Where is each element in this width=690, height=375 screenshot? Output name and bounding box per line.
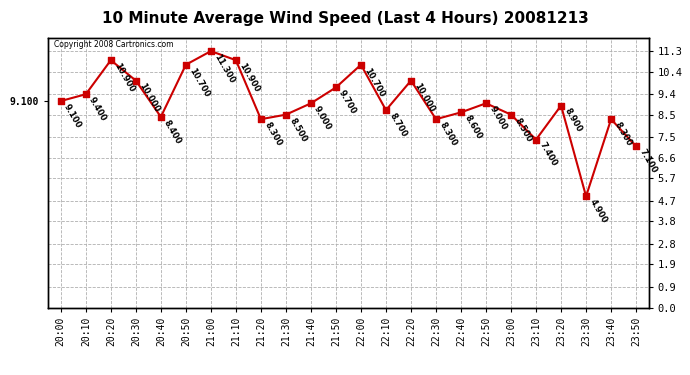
Text: 8.300: 8.300 [262,121,283,148]
Text: 8.600: 8.600 [462,114,484,141]
Point [555,103,566,109]
Text: 10 Minute Average Wind Speed (Last 4 Hours) 20081213: 10 Minute Average Wind Speed (Last 4 Hou… [101,11,589,26]
Point [631,143,642,149]
Text: 8.700: 8.700 [387,111,408,139]
Text: 10.700: 10.700 [187,66,211,98]
Text: 7.100: 7.100 [638,148,658,175]
Point [431,116,442,122]
Point [155,114,166,120]
Point [580,194,591,200]
Point [55,98,66,104]
Point [280,112,291,118]
Text: Copyright 2008 Cartronics.com: Copyright 2008 Cartronics.com [55,40,174,49]
Text: 9.700: 9.700 [337,89,358,116]
Text: 9.400: 9.400 [87,96,108,123]
Point [306,100,317,106]
Text: 8.300: 8.300 [613,121,633,148]
Text: 9.000: 9.000 [487,105,509,132]
Text: 4.900: 4.900 [587,198,609,225]
Point [331,84,342,90]
Text: 7.400: 7.400 [538,141,558,168]
Point [380,107,391,113]
Point [255,116,266,122]
Text: 8.900: 8.900 [562,107,583,134]
Text: 10.000: 10.000 [137,82,161,114]
Point [455,110,466,116]
Point [206,48,217,54]
Text: 8.400: 8.400 [162,118,184,146]
Text: 10.000: 10.000 [413,82,436,114]
Text: 9.000: 9.000 [313,105,333,132]
Text: 10.900: 10.900 [112,62,136,94]
Text: 10.700: 10.700 [362,66,386,98]
Point [531,136,542,142]
Text: 8.500: 8.500 [287,116,308,143]
Text: 8.500: 8.500 [513,116,533,143]
Point [355,62,366,68]
Point [230,57,241,63]
Point [480,100,491,106]
Point [130,78,141,84]
Text: 8.300: 8.300 [437,121,458,148]
Point [406,78,417,84]
Point [506,112,517,118]
Text: 11.300: 11.300 [213,53,236,85]
Point [606,116,617,122]
Point [106,57,117,63]
Point [180,62,191,68]
Text: 9.100: 9.100 [62,102,83,130]
Text: 10.900: 10.900 [237,62,261,94]
Point [80,91,91,97]
